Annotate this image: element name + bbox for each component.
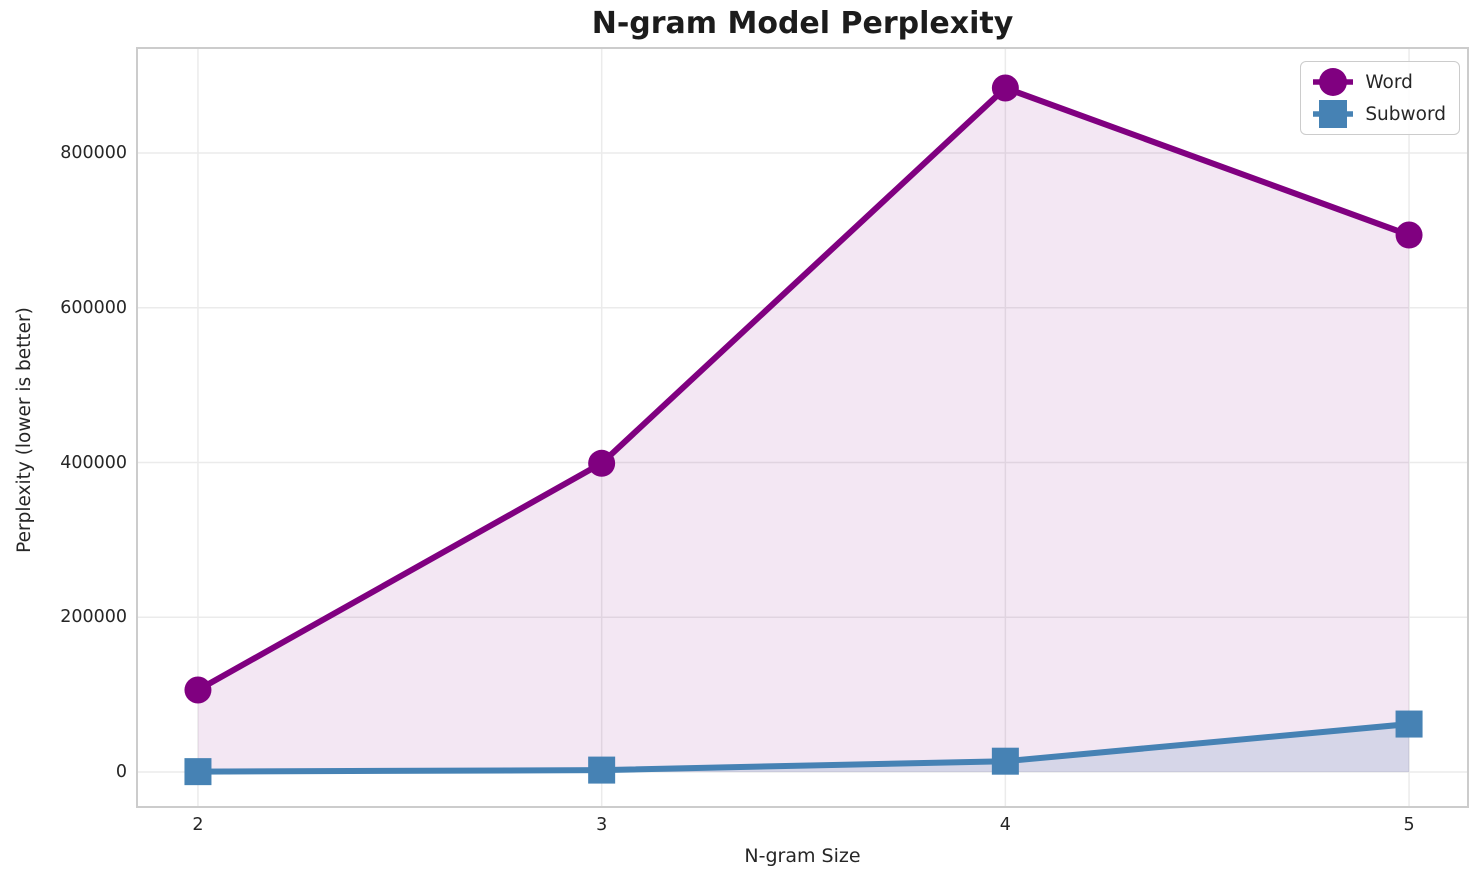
x-tick-label: 3 [596,815,608,835]
legend: Word Subword [1300,61,1460,135]
y-tick-label: 200000 [60,607,127,628]
x-tick-label: 2 [192,815,204,835]
plot-frame [136,47,1469,808]
word-marker [1395,221,1423,249]
subword-line [194,721,1413,775]
legend-label-word: Word [1365,71,1413,93]
x-axis-label: N-gram Size [744,845,861,867]
y-tick-label: 0 [115,762,127,783]
x-tick-label: 5 [1403,815,1415,835]
legend-label-subword: Subword [1365,103,1446,125]
subword-legend-marker-icon [1313,100,1354,128]
word-marker [588,449,616,477]
legend-item-subword: Subword [1310,99,1446,129]
y-tick-label: 800000 [60,143,127,163]
word-area-fill [197,88,1410,773]
subword-marker [1395,710,1423,738]
y-tick-label: 600000 [60,297,127,318]
chart-title: N-gram Model Perplexity [591,6,1014,41]
y-axis-label: Perplexity (lower is better) [14,307,35,553]
word-legend-marker-icon [1313,68,1354,96]
subword-area-fill [197,724,1410,773]
word-line [194,85,1413,694]
subword-marker [991,747,1019,775]
legend-item-word: Word [1310,67,1446,97]
word-marker [184,676,212,704]
subword-marker [588,756,616,784]
x-tick-label: 4 [999,815,1011,835]
subword-marker [184,758,212,786]
y-tick-label: 400000 [60,452,127,473]
word-marker [991,74,1019,102]
